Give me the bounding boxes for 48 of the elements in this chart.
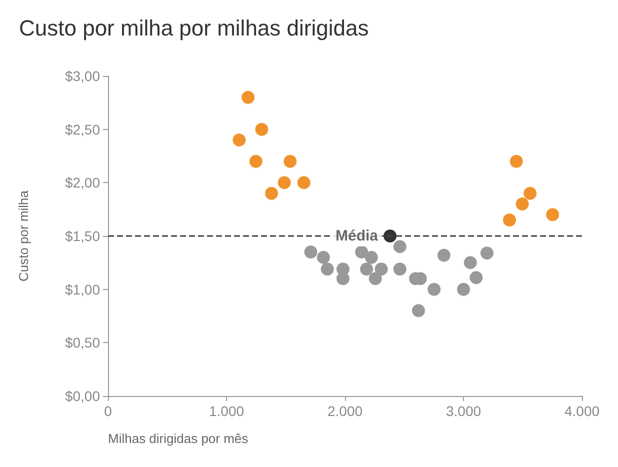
x-tick-label: 1.000 [208, 403, 244, 419]
point [368, 272, 382, 286]
point [464, 256, 477, 270]
x-axis-title: Milhas dirigidas por mês [108, 431, 249, 446]
point [355, 246, 368, 258]
point [249, 154, 262, 168]
point [480, 246, 494, 260]
point [374, 262, 388, 276]
point [242, 90, 255, 104]
point [284, 154, 297, 168]
point [546, 208, 560, 222]
point [336, 272, 350, 286]
point [320, 262, 334, 276]
point [412, 304, 425, 318]
point [524, 186, 537, 200]
point [297, 176, 310, 190]
y-tick-label: $2,00 [64, 174, 100, 191]
point [502, 214, 516, 226]
point [278, 176, 291, 190]
point [437, 248, 450, 262]
y-tick-label: $0,00 [64, 388, 100, 404]
x-tick-label: 3.000 [446, 403, 482, 419]
y-tick-label: $0,50 [64, 334, 100, 351]
x-tick-label: 2.000 [327, 403, 363, 419]
point [360, 262, 374, 276]
y-tick-label: $2,50 [64, 121, 100, 138]
y-tick-label: $1,50 [64, 228, 100, 244]
y-tick-label: $1,00 [64, 281, 100, 298]
point [304, 246, 318, 258]
point [265, 186, 278, 200]
chart-title: Custo por milha por milhas dirigidas [19, 16, 369, 40]
point [470, 271, 483, 284]
point [255, 122, 268, 136]
x-tick-label: 4.000 [564, 403, 600, 419]
y-tick-label: $3,00 [64, 68, 100, 84]
point [364, 250, 378, 264]
x-tick-label: 0 [104, 403, 112, 419]
point [510, 154, 523, 168]
point [316, 250, 330, 264]
point [428, 282, 441, 296]
annotation: Média [336, 228, 379, 244]
y-axis-title: Custo por milha [16, 190, 31, 282]
point [457, 282, 470, 296]
point [384, 230, 397, 242]
point [393, 262, 406, 276]
point [232, 134, 246, 146]
point [393, 240, 406, 254]
point [516, 198, 529, 210]
